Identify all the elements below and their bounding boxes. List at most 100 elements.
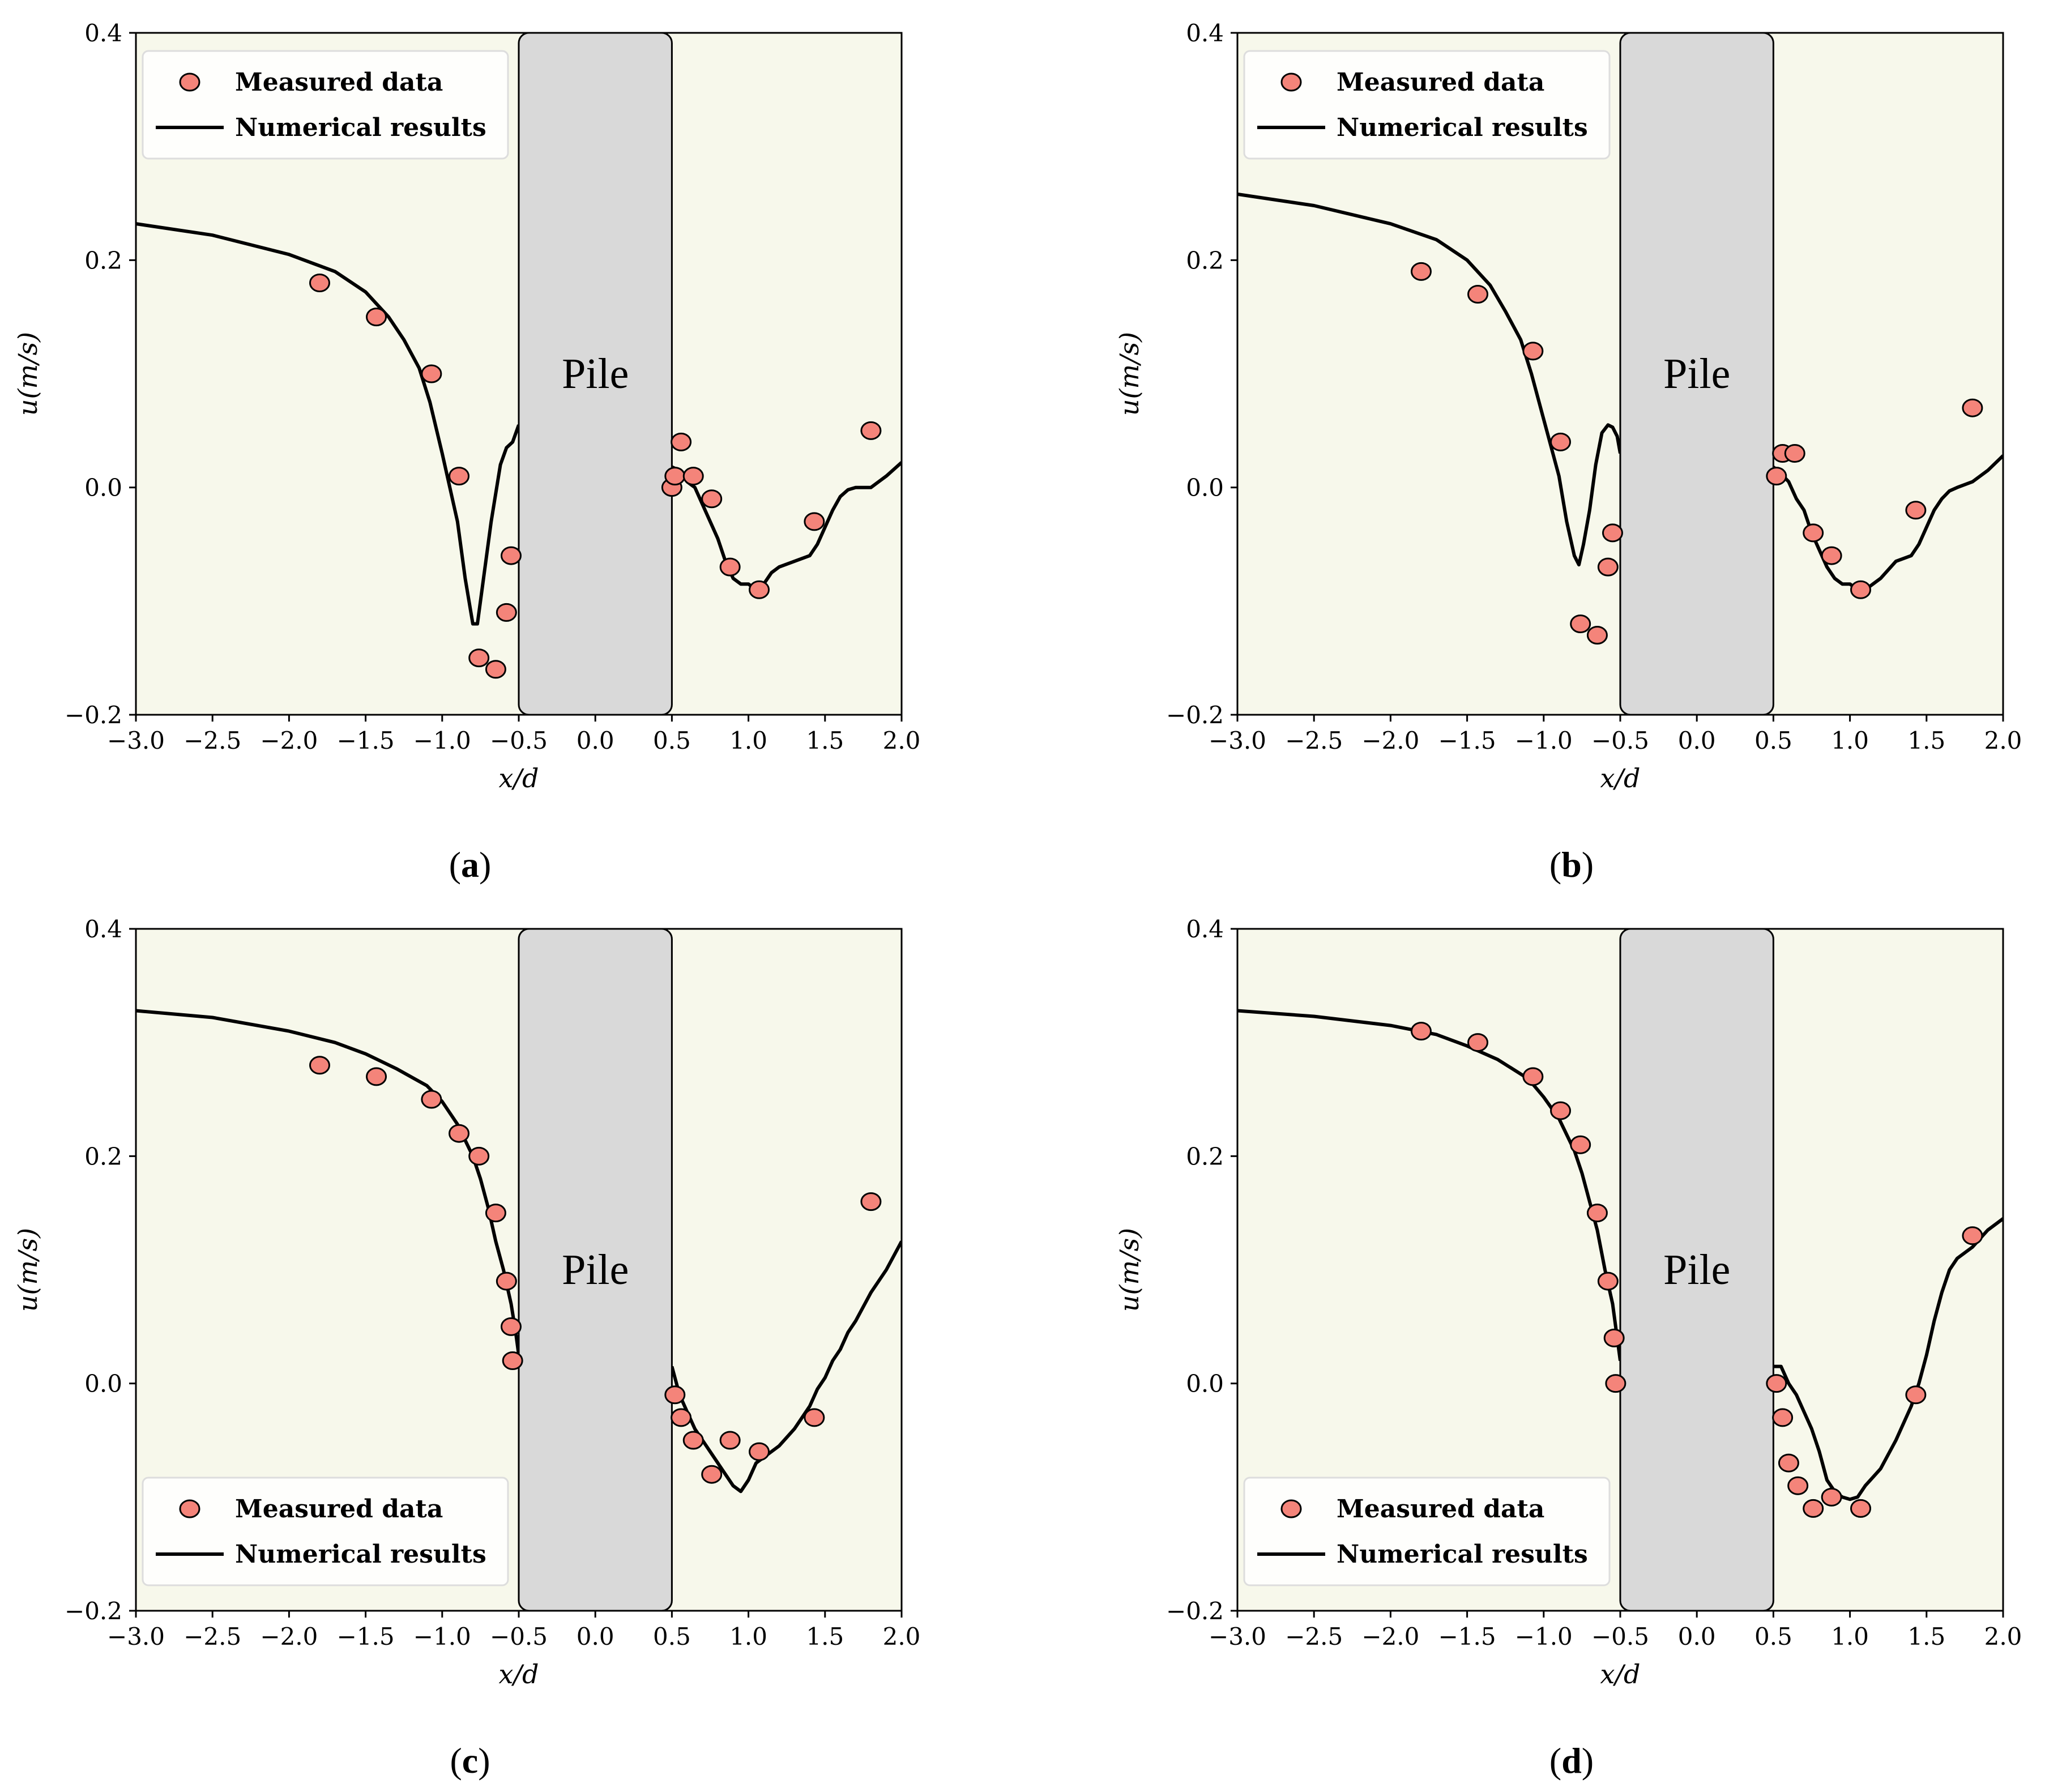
legend-label-numerical: Numerical results xyxy=(1337,113,1588,142)
y-tick-label: 0.2 xyxy=(1186,246,1224,274)
measured-point xyxy=(1962,1226,1983,1245)
measured-point xyxy=(682,1431,704,1450)
y-tick-label: 0.4 xyxy=(84,915,122,943)
x-tick-label: 1.5 xyxy=(1907,1623,1945,1650)
caption-part: ) xyxy=(1582,844,1594,885)
y-tick-label: −0.2 xyxy=(65,1597,122,1625)
panel-caption: (b) xyxy=(1549,844,1594,885)
y-tick-label: 0.4 xyxy=(1186,19,1224,47)
pile-label: Pile xyxy=(1663,350,1730,398)
x-tick-label: −2.0 xyxy=(1361,1623,1419,1650)
measured-point xyxy=(701,1465,723,1484)
legend-box xyxy=(142,1477,509,1586)
measured-point xyxy=(500,546,522,565)
measured-point xyxy=(1772,1408,1794,1427)
panel-c: Pile −3.0 −2.5 −2.0 −1.5 −1.0 −0.5 0.0 0.5 1.0 1.5… xyxy=(12,915,920,1781)
measured-point xyxy=(1570,614,1591,633)
x-tick-label: 0.5 xyxy=(1754,1623,1792,1650)
legend-marker-measured xyxy=(179,72,200,92)
x-tick-label: −2.5 xyxy=(1285,727,1343,754)
x-tick-label: 2.0 xyxy=(883,1623,921,1650)
x-tick-label: −1.0 xyxy=(413,727,471,754)
measured-point xyxy=(309,273,330,292)
y-tick-label: 0.0 xyxy=(84,1370,122,1398)
numerical-line-segment-2 xyxy=(1773,1217,2003,1501)
measured-point xyxy=(485,660,506,679)
x-tick-label: −0.5 xyxy=(490,1623,548,1650)
measured-point xyxy=(1605,1374,1626,1393)
x-tick-label: 2.0 xyxy=(1984,1623,2022,1650)
measured-point xyxy=(468,648,490,668)
y-tick-label: 0.4 xyxy=(84,19,122,47)
measured-point xyxy=(449,467,470,486)
x-tick-label: 1.5 xyxy=(806,1623,844,1650)
measured-point xyxy=(1778,1453,1799,1473)
measured-point xyxy=(804,1408,825,1427)
x-tick-label: −3.0 xyxy=(107,1623,165,1650)
caption-part: ( xyxy=(449,844,461,885)
x-axis-label: x/d xyxy=(1600,1659,1641,1689)
measured-data-points xyxy=(1410,1022,1983,1518)
measured-point xyxy=(1905,501,1927,520)
x-tick-label: −1.0 xyxy=(413,1623,471,1650)
measured-point xyxy=(421,1090,442,1109)
y-tick-label: 0.0 xyxy=(84,474,122,502)
x-tick-label: 1.5 xyxy=(806,727,844,754)
x-tick-label: 0.0 xyxy=(577,1623,614,1650)
measured-point xyxy=(860,421,882,440)
y-tick-label: 0.0 xyxy=(1186,474,1224,502)
legend-label-measured: Measured data xyxy=(1337,1495,1544,1524)
caption-part: ) xyxy=(479,844,491,885)
y-tick-label: 0.0 xyxy=(1186,1370,1224,1398)
pile-label: Pile xyxy=(1663,1246,1730,1294)
measured-point xyxy=(1766,467,1787,486)
caption-part: a xyxy=(461,844,479,885)
x-tick-label: −1.0 xyxy=(1515,1623,1573,1650)
numerical-line-segment-2 xyxy=(1772,454,2003,592)
measured-point xyxy=(701,489,723,509)
caption-part: d xyxy=(1561,1740,1582,1781)
x-tick-label: −2.0 xyxy=(260,727,318,754)
measured-point xyxy=(1410,1022,1432,1041)
x-tick-label: 1.5 xyxy=(1907,727,1945,754)
measured-point xyxy=(421,364,442,383)
caption-part: c xyxy=(462,1740,478,1781)
measured-point xyxy=(719,557,741,577)
measured-point xyxy=(1962,398,1983,417)
caption-part: b xyxy=(1561,844,1582,885)
measured-point xyxy=(1522,1067,1544,1086)
legend: Measured data Numerical results xyxy=(1243,50,1611,160)
legend-marker-measured xyxy=(1280,72,1302,92)
legend-box xyxy=(1243,1477,1611,1586)
legend-label-numerical: Numerical results xyxy=(1337,1540,1588,1569)
measured-data-points xyxy=(309,273,882,679)
measured-point xyxy=(664,467,686,486)
panel-a: Pile −3.0 −2.5 −2.0 −1.5 −1.0 −0.5 0.0 0.5 1.0 1.5… xyxy=(12,19,920,885)
x-axis-label: x/d xyxy=(1600,763,1641,793)
x-tick-label: 1.0 xyxy=(1831,727,1869,754)
measured-point xyxy=(1602,523,1623,543)
numerical-line-segment-2 xyxy=(671,461,902,592)
panel-b: Pile −3.0 −2.5 −2.0 −1.5 −1.0 −0.5 0.0 0.5 1.0 1.5… xyxy=(1114,19,2022,885)
measured-point xyxy=(1603,1328,1625,1347)
measured-point xyxy=(664,1385,686,1405)
x-tick-label: −2.5 xyxy=(1285,1623,1343,1650)
legend-label-measured: Measured data xyxy=(1337,68,1544,97)
measured-point xyxy=(1586,626,1608,645)
measured-point xyxy=(1586,1204,1608,1223)
y-tick-label: −0.2 xyxy=(65,701,122,729)
measured-point xyxy=(366,308,387,327)
legend-label-measured: Measured data xyxy=(235,68,443,97)
legend-box xyxy=(142,50,509,160)
measured-point xyxy=(719,1431,741,1450)
x-tick-label: 0.5 xyxy=(1754,727,1792,754)
y-tick-label: 0.2 xyxy=(84,1142,122,1170)
measured-point xyxy=(309,1056,330,1075)
caption-part: ) xyxy=(1582,1740,1594,1781)
measured-point xyxy=(496,1272,517,1291)
x-tick-label: 2.0 xyxy=(883,727,921,754)
x-tick-label: 0.0 xyxy=(577,727,614,754)
caption-part: ( xyxy=(1549,844,1561,885)
measured-point xyxy=(1821,1487,1842,1507)
measured-point xyxy=(496,603,517,622)
